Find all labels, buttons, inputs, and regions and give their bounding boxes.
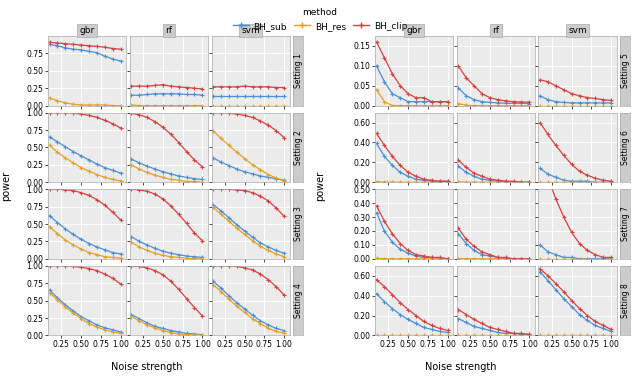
Text: Noise strength: Noise strength xyxy=(425,362,497,372)
Title: rf: rf xyxy=(492,26,499,35)
Text: Noise strength: Noise strength xyxy=(111,362,183,372)
Text: Setting 1: Setting 1 xyxy=(294,53,303,88)
Text: Setting 5: Setting 5 xyxy=(621,53,630,88)
Legend: BH_sub, BH_res, BH_clip: BH_sub, BH_res, BH_clip xyxy=(229,5,411,34)
Title: svm: svm xyxy=(241,26,260,35)
Text: Setting 6: Setting 6 xyxy=(621,130,630,165)
Text: Setting 2: Setting 2 xyxy=(294,130,303,165)
Text: Setting 8: Setting 8 xyxy=(621,283,630,318)
Title: gbr: gbr xyxy=(406,26,422,35)
Title: gbr: gbr xyxy=(79,26,95,35)
Text: Setting 3: Setting 3 xyxy=(294,207,303,241)
Title: svm: svm xyxy=(568,26,587,35)
Text: power: power xyxy=(315,171,325,201)
Text: Setting 4: Setting 4 xyxy=(294,283,303,318)
Text: Setting 7: Setting 7 xyxy=(621,207,630,241)
Text: power: power xyxy=(1,171,12,201)
Title: rf: rf xyxy=(165,26,172,35)
